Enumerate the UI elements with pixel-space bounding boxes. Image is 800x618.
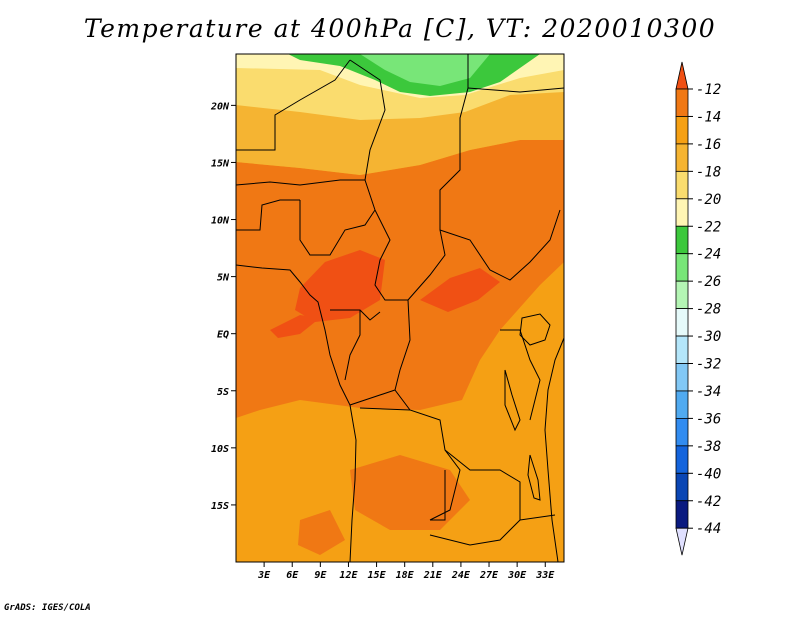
colorbar-tick-label: -18 [696, 164, 721, 180]
lake-malawi [527, 454, 541, 501]
colorbar-segment [675, 280, 689, 309]
colorbar-segment [675, 225, 689, 255]
border-4 [236, 179, 365, 186]
colorbar-segment [675, 335, 689, 364]
shade-warm-core-west [295, 250, 385, 322]
latitude-axis: 20N 15N 10N 5N EQ 5S 10S 15S [210, 101, 236, 512]
lon-tick-label: 24E [451, 570, 471, 581]
border-17 [344, 310, 361, 381]
map-frame [235, 53, 565, 563]
border-6 [299, 200, 376, 256]
lat-tick-label: EQ [217, 330, 229, 341]
colorbar-tick-label: -12 [696, 82, 721, 98]
lon-tick-label: 27E [479, 570, 499, 581]
lat-tick-label: 15N [211, 158, 230, 169]
border-15 [519, 514, 556, 521]
border-3 [374, 209, 408, 301]
colorbar-tick-label: -32 [696, 357, 721, 373]
shade-north-cold-light [360, 54, 490, 86]
lon-tick-label: 15E [368, 570, 387, 581]
colorbar-segment [675, 417, 689, 447]
colorbar-tick-label: -40 [696, 466, 721, 482]
border-11 [359, 407, 411, 411]
colorbar-segment [675, 116, 689, 145]
lat-tick-label: 20N [210, 101, 230, 112]
lon-tick-label: 12E [339, 570, 358, 581]
border-8 [439, 209, 561, 281]
colorbar-segment [675, 143, 689, 172]
colorbar-segment [675, 308, 689, 337]
border-5 [236, 199, 300, 231]
colorbar-tick-label: -30 [696, 329, 721, 345]
border-14 [430, 470, 446, 521]
lake-victoria [519, 313, 551, 346]
colorbar-tick-label: -16 [696, 137, 721, 153]
border-1 [236, 59, 351, 151]
lat-tick-label: 10S [211, 444, 229, 455]
border-16 [330, 309, 381, 321]
longitude-axis: 3E 6E 9E 12E 15E 18E 21E 24E 27E 30E 33E [257, 562, 555, 581]
colorbar-segment [675, 472, 689, 502]
lat-tick-label: 5S [217, 387, 229, 398]
border-13 [500, 329, 541, 421]
chart-title: Temperature at 400hPa [C], VT: 202001030… [83, 14, 717, 43]
lake-tanganyika [504, 369, 521, 432]
colorbar-tick-label: -44 [696, 521, 721, 537]
shade-warm-core-east [420, 268, 500, 312]
lon-tick-label: 3E [257, 570, 271, 581]
colorbar-tick-label: -28 [696, 302, 721, 318]
colorbar-tick-label: -38 [696, 439, 721, 455]
colorbar-segment [675, 170, 689, 200]
shade-south-patch-1 [350, 455, 470, 530]
colorbar-tick-label: -24 [696, 247, 721, 263]
colorbar-tick-label: -34 [696, 384, 721, 400]
coastline-red-sea [467, 87, 564, 93]
colorbar-tick-label: -26 [696, 274, 721, 290]
colorbar-tick-label: -36 [696, 411, 721, 427]
border-12 [429, 449, 521, 546]
lat-tick-label: 10N [211, 216, 230, 227]
temperature-field [236, 54, 564, 562]
grads-credit: GrADS: IGES/COLA [4, 603, 91, 613]
colorbar-segment [675, 445, 689, 474]
colorbar-segment [675, 88, 689, 117]
coastline-west [236, 264, 357, 562]
lon-tick-label: 6E [286, 570, 299, 581]
lon-tick-label: 21E [423, 570, 443, 581]
border-10 [349, 389, 396, 406]
lon-tick-label: 33E [535, 570, 555, 581]
shade-central-belt [236, 140, 564, 418]
colorbar-tick-label: -20 [696, 192, 721, 208]
colorbar-segment [675, 253, 689, 282]
colorbar-segment [675, 363, 689, 392]
colorbar-segment [675, 198, 689, 227]
border-9 [394, 299, 461, 521]
lon-tick-label: 9E [314, 570, 327, 581]
lon-tick-label: 30E [507, 570, 527, 581]
colorbar-tick-label: -14 [696, 109, 721, 125]
country-borders [236, 54, 564, 562]
colorbar-tick-label: -42 [696, 494, 721, 510]
shade-warm-streak [270, 315, 320, 338]
colorbar: -12 -14 -16 -18 -20 -22 -24 -26 -28 -30 -32 -34 -36 -… [675, 61, 721, 556]
lon-tick-label: 18E [396, 570, 415, 581]
colorbar-segment [675, 527, 689, 556]
colorbar-segment [675, 500, 689, 529]
colorbar-tick-label: -22 [696, 219, 721, 235]
colorbar-segment [675, 390, 689, 419]
border-2 [349, 59, 386, 211]
coastline-east [544, 337, 564, 562]
colorbar-segment [675, 61, 689, 90]
lat-tick-label: 5N [217, 273, 230, 284]
shade-south-patch-2 [298, 510, 345, 555]
lat-tick-label: 15S [211, 501, 229, 512]
border-7 [407, 54, 469, 301]
